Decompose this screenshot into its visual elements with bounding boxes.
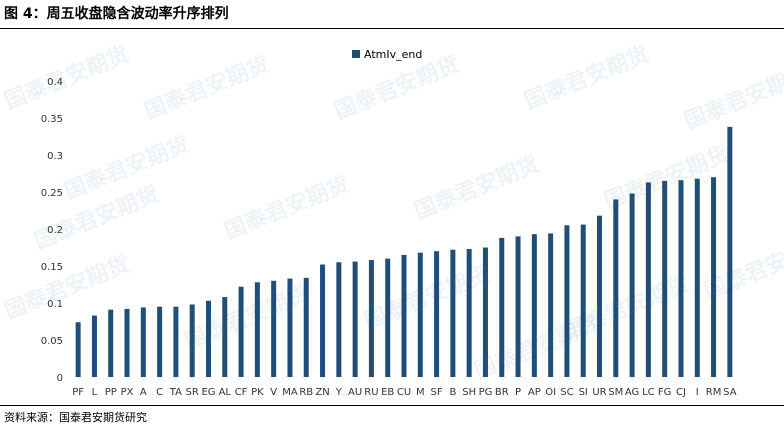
x-tick-label: EB xyxy=(381,387,394,398)
bar xyxy=(320,264,326,377)
bar xyxy=(189,304,195,377)
x-tick-label: RM xyxy=(706,387,722,398)
x-tick-label: Y xyxy=(335,387,343,398)
x-tick-label: C xyxy=(156,387,163,398)
bar xyxy=(727,126,733,377)
bar xyxy=(222,297,228,377)
x-tick-label: RB xyxy=(299,387,313,398)
bar xyxy=(450,249,456,377)
y-tick-label: 0.25 xyxy=(41,188,63,199)
bar xyxy=(434,251,440,377)
x-tick-label: MA xyxy=(282,387,298,398)
bar xyxy=(271,280,277,377)
bar xyxy=(173,306,179,377)
x-tick-label: UR xyxy=(592,387,606,398)
bar xyxy=(515,236,521,377)
x-tick-label: PG xyxy=(479,387,493,398)
x-tick-label: AU xyxy=(348,387,362,398)
x-tick-label: P xyxy=(515,387,521,398)
bar xyxy=(711,177,717,377)
bar xyxy=(91,315,97,377)
x-tick-label: CU xyxy=(397,387,411,398)
x-tick-label: V xyxy=(270,387,277,398)
bar xyxy=(678,180,684,377)
top-rule xyxy=(0,28,784,29)
bar xyxy=(548,233,554,377)
bar xyxy=(352,261,358,377)
bar xyxy=(564,225,570,377)
bar xyxy=(580,224,586,377)
bar xyxy=(75,322,81,377)
x-tick-label: SH xyxy=(462,387,476,398)
x-tick-label: SC xyxy=(560,387,573,398)
bar xyxy=(531,234,537,377)
bar xyxy=(368,260,374,377)
x-tick-label: CF xyxy=(235,387,248,398)
bar xyxy=(466,248,472,377)
x-tick-label: SI xyxy=(579,387,588,398)
y-tick-label: 0 xyxy=(57,373,63,384)
figure-title: 图 4：周五收盘隐含波动率升序排列 xyxy=(4,6,229,22)
y-tick-label: 0.15 xyxy=(41,262,63,273)
x-tick-label: TA xyxy=(169,387,182,398)
x-tick-label: SA xyxy=(723,387,737,398)
bar xyxy=(336,262,342,377)
bar xyxy=(417,252,423,377)
y-tick-label: 0.2 xyxy=(47,225,63,236)
bar xyxy=(694,178,700,377)
bar xyxy=(205,300,211,377)
x-tick-label: PF xyxy=(72,387,84,398)
bar xyxy=(662,180,668,377)
x-tick-label: B xyxy=(449,387,456,398)
bar xyxy=(287,278,293,377)
bar xyxy=(499,237,505,377)
legend: AtmIv_end xyxy=(352,48,422,62)
bar xyxy=(597,215,603,377)
bar xyxy=(303,277,309,377)
x-tick-label: SR xyxy=(186,387,199,398)
bar xyxy=(645,182,651,377)
legend-label: AtmIv_end xyxy=(364,48,423,61)
y-tick-label: 0.35 xyxy=(41,114,63,125)
x-tick-label: FG xyxy=(658,387,672,398)
x-tick-label: AP xyxy=(528,387,541,398)
y-tick-label: 0.1 xyxy=(47,299,63,310)
x-tick-label: L xyxy=(92,387,98,398)
x-tick-label: SF xyxy=(431,387,443,398)
x-tick-label: OI xyxy=(545,387,556,398)
x-tick-label: PX xyxy=(121,387,134,398)
x-tick-label: I xyxy=(696,387,699,398)
y-tick-label: 0.05 xyxy=(41,336,63,347)
x-tick-label: RU xyxy=(364,387,378,398)
x-tick-label: M xyxy=(416,387,425,398)
x-tick-label: CJ xyxy=(676,387,686,398)
x-tick-label: PP xyxy=(105,387,117,398)
x-tick-label: EG xyxy=(201,387,215,398)
legend-swatch xyxy=(352,50,360,58)
bar-chart: 0 0.05 0.1 0.15 0.2 0.25 0.3 0.35 0.4 PF L PP PX A C TA… xyxy=(41,77,737,398)
bar xyxy=(238,286,244,377)
x-tick-label: PK xyxy=(251,387,264,398)
x-tick-label: A xyxy=(140,387,147,398)
y-tick-label: 0.3 xyxy=(47,151,63,162)
bar xyxy=(401,254,407,377)
bar xyxy=(157,306,163,377)
y-tick-label: 0.4 xyxy=(47,77,63,88)
bottom-rule xyxy=(0,405,784,406)
source-note: 资料来源：国泰君安期货研究 xyxy=(4,411,147,424)
bar xyxy=(254,282,260,377)
bar xyxy=(124,308,130,377)
x-tick-label: ZN xyxy=(315,387,329,398)
bar xyxy=(629,193,635,377)
x-tick-label: BR xyxy=(495,387,509,398)
x-tick-label: AL xyxy=(219,387,232,398)
x-tick-label: SM xyxy=(608,387,623,398)
bar xyxy=(613,199,619,377)
bar xyxy=(140,307,146,377)
x-tick-label: LC xyxy=(642,387,655,398)
bar xyxy=(482,247,488,377)
x-tick-label: AG xyxy=(625,387,639,398)
bar xyxy=(385,258,391,377)
bar xyxy=(108,309,114,377)
